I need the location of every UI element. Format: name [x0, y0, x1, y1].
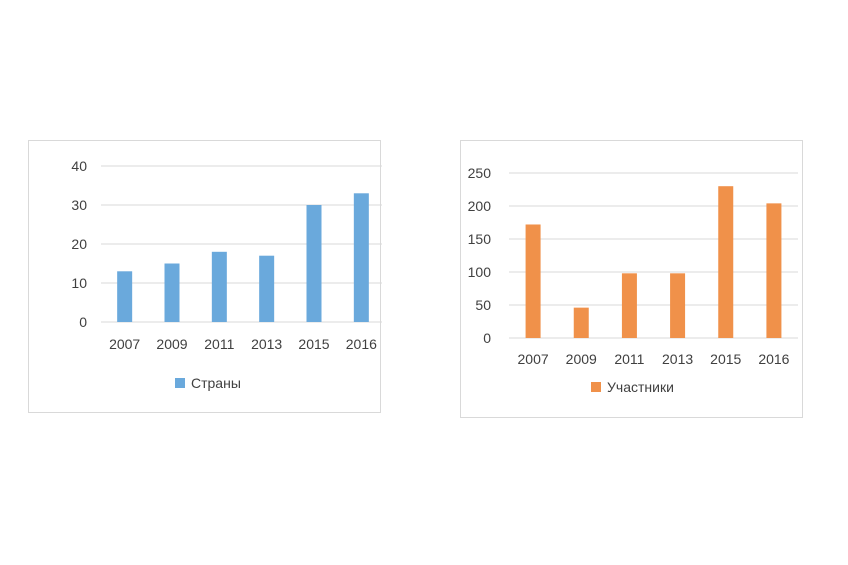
- x-tick-label: 2013: [662, 351, 693, 367]
- bar-2007: [117, 271, 133, 322]
- x-tick-label: 2011: [614, 351, 644, 367]
- bar-2007: [525, 224, 541, 338]
- x-tick-label: 2015: [298, 336, 329, 352]
- y-tick-label: 50: [475, 297, 491, 313]
- chart-countries: 0 10 20 30 40 2007 2009 2011 2013 2015 2016 Страны: [71, 158, 382, 391]
- x-tick-label: 2007: [518, 351, 549, 367]
- y-tick-label: 0: [483, 330, 491, 346]
- y-tick-label: 40: [71, 158, 87, 174]
- bar-2009: [573, 307, 589, 338]
- y-tick-label: 200: [468, 198, 492, 214]
- y-tick-label: 150: [468, 231, 492, 247]
- x-tick-label: 2015: [710, 351, 741, 367]
- x-tick-label: 2011: [204, 336, 234, 352]
- bar-2013: [259, 255, 275, 322]
- y-tick-label: 20: [71, 236, 87, 252]
- x-tick-label: 2009: [156, 336, 187, 352]
- legend-swatch: [591, 382, 601, 392]
- y-tick-label: 100: [468, 264, 492, 280]
- x-tick-label: 2009: [566, 351, 597, 367]
- x-tick-label: 2016: [346, 336, 377, 352]
- bar-2015: [718, 186, 734, 338]
- bar-2011: [621, 273, 637, 338]
- chart-participants: 0 50 100 150 200 250 2007 2009 2011 2013 2015 2016 У…: [468, 165, 798, 395]
- bar-2015: [306, 205, 322, 322]
- bar-2011: [211, 251, 227, 322]
- bar-2009: [164, 263, 180, 322]
- bar-2016: [353, 193, 369, 322]
- bar-2013: [670, 273, 686, 338]
- y-tick-label: 30: [71, 197, 87, 213]
- y-tick-label: 250: [468, 165, 492, 181]
- chart-card-participants: 0 50 100 150 200 250 2007 2009 2011 2013 2015 2016 У…: [460, 140, 803, 418]
- x-tick-label: 2016: [758, 351, 789, 367]
- legend-swatch: [175, 378, 185, 388]
- legend-label-participants: Участники: [607, 379, 674, 395]
- chart-card-countries: 0 10 20 30 40 2007 2009 2011 2013 2015 2016 Страны: [28, 140, 382, 413]
- bar-2016: [766, 203, 782, 338]
- legend-label-countries: Страны: [191, 375, 241, 391]
- y-tick-label: 0: [79, 314, 87, 330]
- x-tick-label: 2007: [109, 336, 140, 352]
- y-tick-label: 10: [71, 275, 87, 291]
- x-tick-label: 2013: [251, 336, 282, 352]
